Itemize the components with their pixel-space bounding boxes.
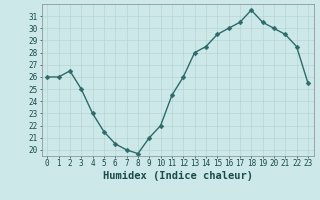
X-axis label: Humidex (Indice chaleur): Humidex (Indice chaleur): [103, 171, 252, 181]
